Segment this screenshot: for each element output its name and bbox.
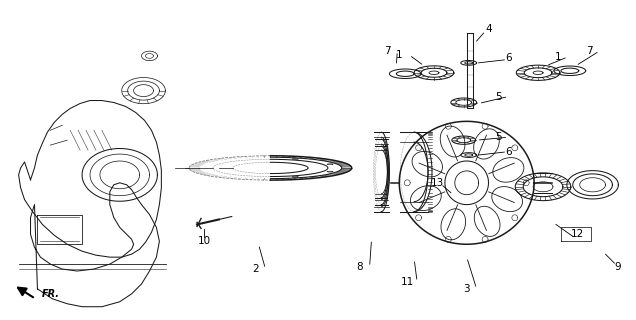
Text: 5: 5 [495, 92, 502, 101]
Text: 7: 7 [586, 46, 593, 56]
Text: FR.: FR. [41, 289, 59, 299]
Text: 1: 1 [396, 50, 403, 60]
Text: 6: 6 [505, 53, 511, 63]
Text: 9: 9 [614, 262, 621, 272]
Text: 4: 4 [485, 24, 492, 34]
Text: 10: 10 [197, 236, 211, 246]
Text: 7: 7 [384, 46, 391, 56]
Text: 6: 6 [505, 147, 511, 157]
Text: 12: 12 [571, 229, 584, 239]
Text: 8: 8 [356, 262, 363, 272]
Text: 13: 13 [431, 178, 443, 188]
Text: 11: 11 [401, 277, 414, 287]
Text: 1: 1 [555, 52, 561, 62]
Text: 2: 2 [252, 264, 259, 274]
Text: 3: 3 [464, 284, 470, 294]
Text: 5: 5 [495, 132, 502, 142]
